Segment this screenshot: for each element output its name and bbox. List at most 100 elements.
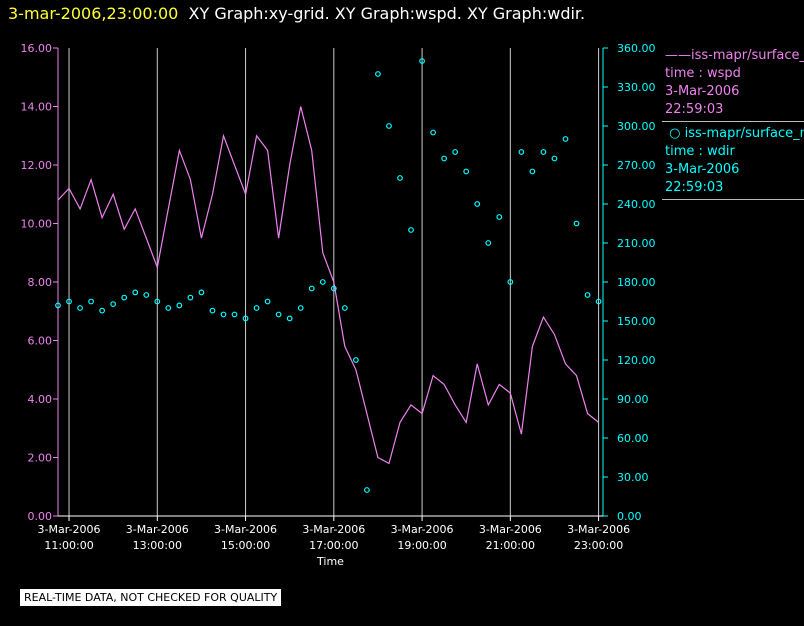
wdir-data-point: [242, 315, 249, 322]
x-tick-label-date: 3-Mar-2006: [479, 523, 542, 536]
graph-titles: XY Graph:xy-grid. XY Graph:wspd. XY Grap…: [188, 4, 586, 23]
legend-variable: time : wdir: [665, 144, 735, 159]
x-tick-label-date: 3-Mar-2006: [214, 523, 277, 536]
y-tick-label-right: 30.00: [617, 471, 649, 484]
y-tick-label-right: 0.00: [617, 510, 642, 523]
y-tick-label-right: 180.00: [617, 276, 656, 289]
x-tick-label-time: 17:00:00: [309, 539, 358, 552]
wdir-data-point: [319, 279, 326, 285]
wdir-data-point: [463, 168, 470, 175]
wdir-data-point: [308, 285, 315, 292]
wdir-data-point: [364, 487, 370, 493]
y-tick-label-right: 150.00: [617, 315, 656, 328]
x-tick-label-time: 19:00:00: [397, 539, 446, 552]
legend-entry-wspd[interactable]: ——iss-mapr/surface_m time : wspd 3-Mar-2…: [662, 44, 804, 122]
wdir-data-point: [297, 305, 304, 311]
y-tick-label-left: 8.00: [28, 276, 53, 289]
x-tick-label-date: 3-Mar-2006: [126, 523, 189, 536]
wdir-data-point: [573, 220, 580, 227]
wdir-data-point: [88, 298, 94, 305]
wdir-data-point: [341, 305, 348, 311]
x-tick-label-date: 3-Mar-2006: [38, 523, 101, 536]
wdir-data-point: [496, 214, 503, 220]
legend-time: 22:59:03: [665, 102, 724, 117]
y-tick-label-right: 330.00: [617, 81, 656, 94]
wdir-data-point: [408, 227, 414, 233]
x-tick-label-time: 15:00:00: [221, 539, 270, 552]
circle-marker-icon: ○: [665, 126, 685, 141]
x-tick-label-time: 23:00:00: [574, 539, 623, 552]
y-tick-label-right: 120.00: [617, 354, 656, 367]
wdir-data-point: [518, 149, 525, 155]
wdir-data-point: [132, 289, 139, 296]
wdir-data-point: [231, 311, 238, 318]
x-tick-label-date: 3-Mar-2006: [567, 523, 630, 536]
y-tick-label-left: 2.00: [28, 452, 53, 465]
wdir-data-point: [275, 311, 282, 318]
wdir-data-point: [595, 298, 602, 305]
wdir-data-point: [352, 357, 359, 363]
y-tick-label-left: 0.00: [28, 510, 53, 523]
wdir-data-point: [187, 294, 194, 301]
y-tick-label-left: 4.00: [28, 393, 53, 406]
quality-disclaimer: REAL-TIME DATA, NOT CHECKED FOR QUALITY: [20, 589, 282, 606]
wdir-data-point: [441, 155, 448, 162]
y-tick-label-right: 60.00: [617, 432, 649, 445]
legend-time: 22:59:03: [665, 180, 724, 195]
wdir-data-point: [485, 240, 492, 246]
wdir-data-point: [99, 307, 106, 314]
y-tick-label-right: 240.00: [617, 198, 656, 211]
wdir-data-point: [507, 279, 514, 285]
y-tick-label-right: 300.00: [617, 120, 656, 133]
x-tick-label-time: 11:00:00: [44, 539, 93, 552]
wdir-data-point: [540, 149, 547, 155]
wdir-data-point: [77, 305, 83, 311]
wdir-data-point: [143, 292, 150, 298]
wdir-data-point: [584, 292, 591, 298]
wdir-data-point: [386, 123, 392, 129]
chart-header: 3-mar-2006,23:00:00 XY Graph:xy-grid. XY…: [8, 4, 585, 23]
x-tick-label-time: 13:00:00: [133, 539, 182, 552]
wdir-data-point: [562, 136, 569, 142]
wdir-data-point: [209, 307, 216, 314]
y-tick-label-left: 6.00: [28, 335, 53, 348]
wdir-data-point: [430, 129, 437, 136]
x-tick-label-time: 21:00:00: [486, 539, 535, 552]
wdir-data-point: [551, 155, 558, 162]
wdir-data-point: [330, 285, 337, 292]
wdir-data-point: [121, 294, 128, 301]
line-marker-icon: ——: [665, 48, 691, 63]
wdir-data-point: [66, 298, 72, 305]
wdir-data-point: [375, 71, 381, 77]
wdir-data-point: [286, 315, 293, 322]
legend-source: iss-mapr/surface_m: [684, 126, 804, 141]
x-tick-label-date: 3-Mar-2006: [302, 523, 365, 536]
y-tick-label-left: 12.00: [21, 159, 53, 172]
wspd-series-line: [57, 106, 599, 465]
wdir-data-point: [529, 168, 536, 175]
legend-date: 3-Mar-2006: [665, 84, 740, 99]
wdir-data-point: [55, 302, 61, 309]
legend-date: 3-Mar-2006: [665, 162, 740, 177]
x-tick-label-date: 3-Mar-2006: [391, 523, 454, 536]
y-tick-label-left: 10.00: [21, 218, 53, 231]
wdir-data-point: [253, 305, 260, 311]
y-tick-label-right: 90.00: [617, 393, 649, 406]
y-tick-label-left: 16.00: [21, 42, 53, 55]
wdir-data-point: [264, 298, 271, 305]
wdir-data-point: [220, 311, 227, 318]
legend: —— iss-mapr/surface_m time : wspd 3-Mar-2…: [662, 44, 804, 200]
wdir-data-point: [397, 175, 403, 181]
wdir-data-point: [474, 201, 481, 207]
legend-variable: time : wspd: [665, 66, 741, 81]
y-tick-label-left: 14.00: [21, 101, 53, 114]
wdir-data-point: [110, 301, 117, 308]
y-tick-label-right: 210.00: [617, 237, 656, 250]
y-tick-label-right: 360.00: [617, 42, 656, 55]
wdir-data-point: [154, 298, 161, 305]
wdir-data-point: [165, 305, 172, 311]
y-tick-label-right: 270.00: [617, 159, 656, 172]
legend-entry-wdir[interactable]: ○ iss-mapr/surface_m time : wdir 3-Mar-2…: [662, 122, 804, 200]
x-axis-label: Time: [316, 555, 344, 568]
